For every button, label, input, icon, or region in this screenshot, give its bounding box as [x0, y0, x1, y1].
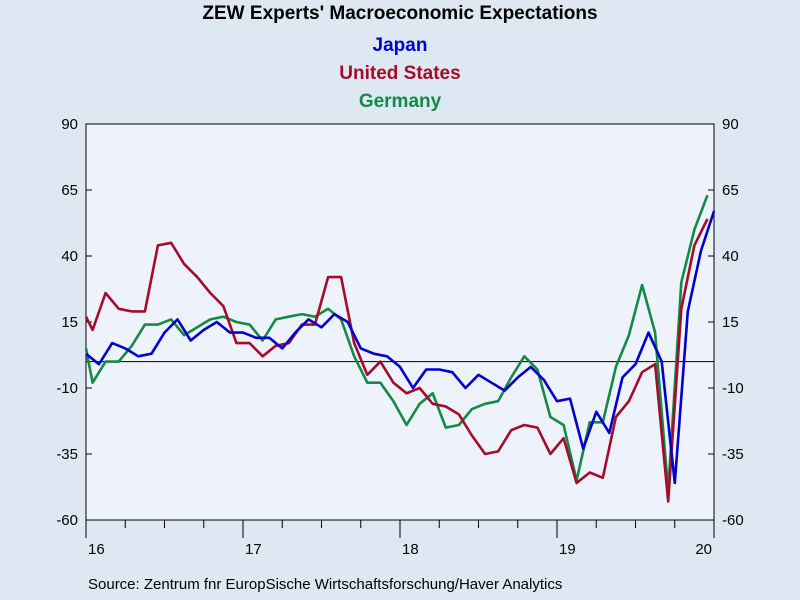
- y-tick-label-left: -10: [56, 380, 78, 397]
- y-tick-label-left: 15: [61, 314, 78, 331]
- y-tick-label-left: 90: [61, 116, 78, 133]
- x-tick-label: 20: [695, 541, 712, 558]
- y-tick-label-right: 15: [722, 314, 739, 331]
- y-tick-label-left: -60: [56, 512, 78, 529]
- x-tick-label: 16: [88, 541, 105, 558]
- chart-title: ZEW Experts' Macroeconomic Expectations: [202, 3, 598, 24]
- y-tick-label-left: 65: [61, 182, 78, 199]
- y-tick-label-left: -35: [56, 446, 78, 463]
- x-tick-label: 18: [402, 541, 419, 558]
- x-tick-label: 17: [245, 541, 262, 558]
- plot-frame: [85, 123, 715, 521]
- y-tick-label-right: 65: [722, 182, 739, 199]
- series-line-united-states: [84, 218, 709, 503]
- legend-japan: Japan: [372, 35, 428, 56]
- y-tick-label-right: -35: [722, 446, 744, 463]
- x-tick-label: 19: [559, 541, 576, 558]
- source-note: Source: Zentrum fnr EuropSische Wirtscha…: [88, 576, 563, 593]
- y-tick-label-right: 40: [722, 248, 739, 265]
- legend-germany: Germany: [358, 91, 442, 112]
- y-tick-label-right: 90: [722, 116, 739, 133]
- legend-united-states: United States: [339, 63, 461, 84]
- y-tick-label-left: 40: [61, 248, 78, 265]
- y-tick-label-right: -10: [722, 380, 744, 397]
- y-tick-label-right: -60: [722, 512, 744, 529]
- series-line-japan: [85, 210, 716, 485]
